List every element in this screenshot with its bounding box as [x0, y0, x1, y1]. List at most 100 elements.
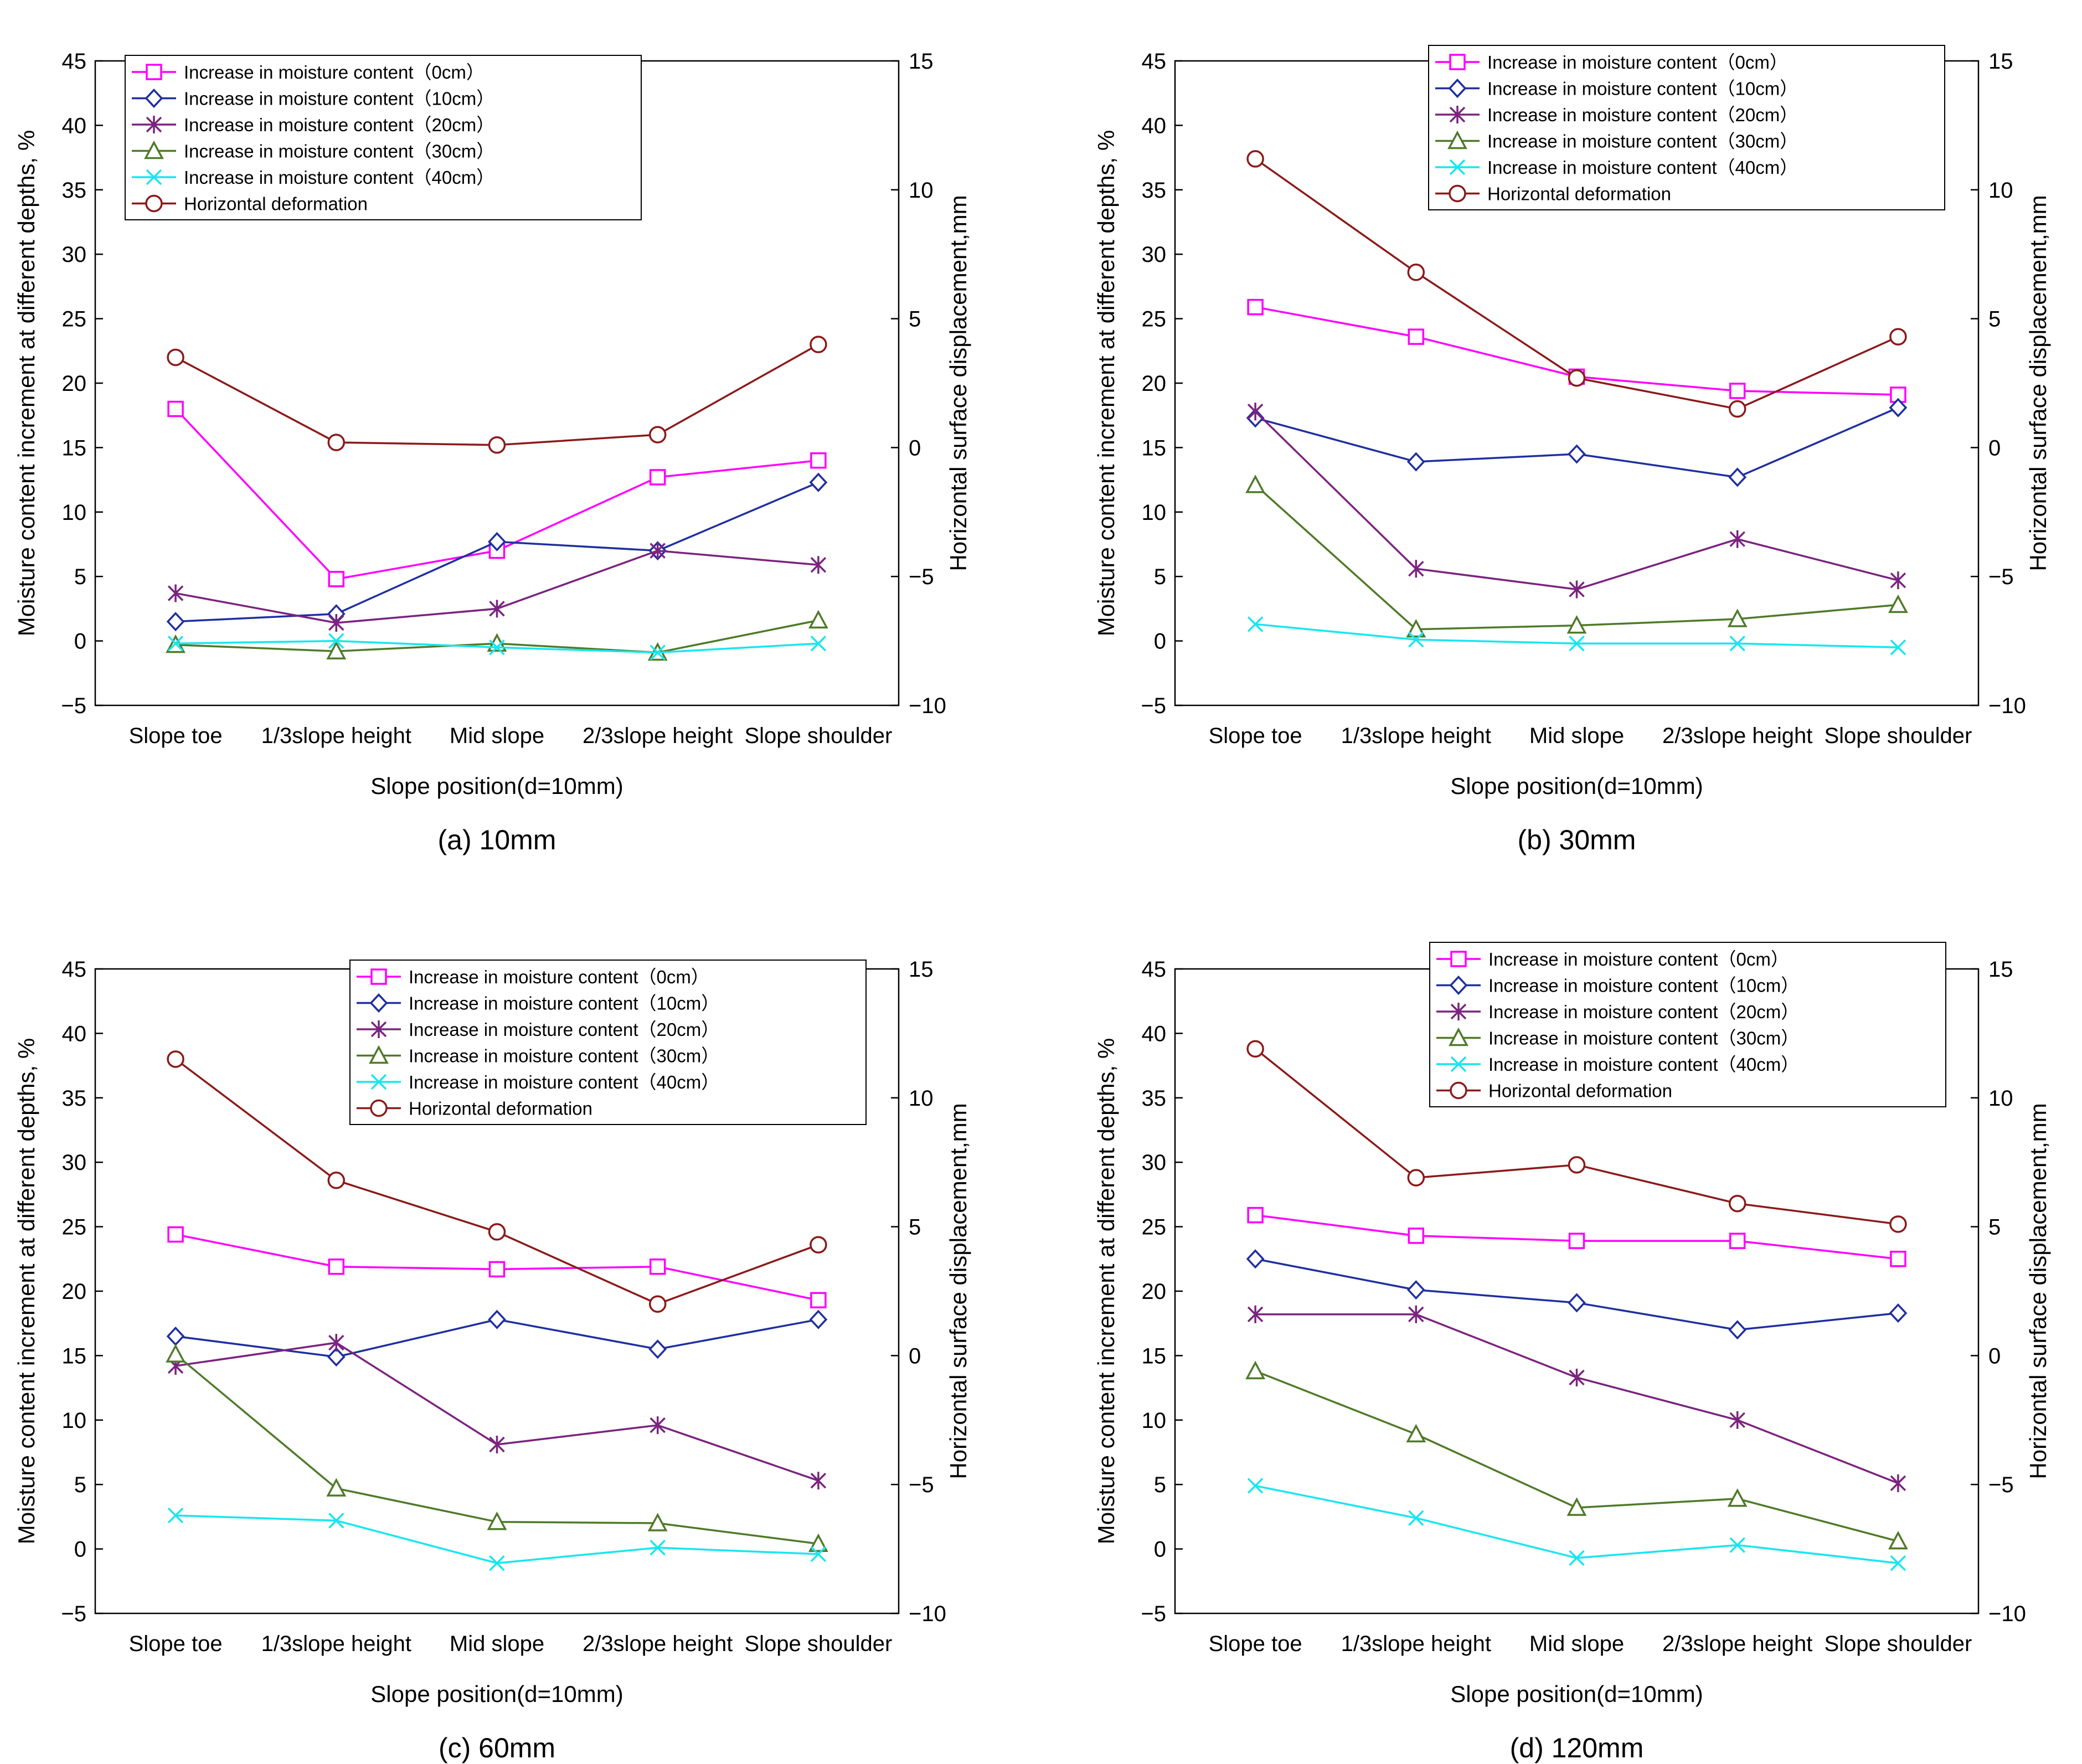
data-point-m40 — [650, 1540, 666, 1556]
data-point-m40 — [167, 636, 184, 652]
x-category-label: Mid slope — [1529, 724, 1624, 748]
legend-entry-label: Increase in moisture content（30cm） — [1488, 1028, 1799, 1049]
legend-entry-label: Increase in moisture content（10cm） — [1487, 79, 1798, 99]
y-right-tick-label: 0 — [909, 436, 921, 460]
legend-marker-m40 — [1449, 159, 1466, 176]
data-point-m40 — [1247, 616, 1264, 632]
legend-marker-m0 — [146, 64, 162, 80]
data-point-m40 — [1569, 1550, 1585, 1566]
legend-marker-m30 — [369, 1045, 389, 1064]
y-right-tick-label: −5 — [1988, 1473, 2014, 1497]
legend-entry-label: Increase in moisture content（0cm） — [1488, 949, 1789, 969]
y-left-tick-label: 45 — [62, 957, 87, 982]
legend-entry-label: Horizontal deformation — [1488, 1081, 1672, 1101]
x-axis-title: Slope position(d=10mm) — [370, 1681, 623, 1707]
data-point-hd — [327, 1172, 346, 1189]
legend-entry-label: Horizontal deformation — [409, 1098, 592, 1119]
y-right-tick-label: −5 — [1988, 565, 2014, 589]
legend-marker-m20 — [1449, 106, 1466, 123]
y-left-tick-label: 15 — [62, 436, 87, 460]
y-left-tick-label: 30 — [1142, 243, 1167, 267]
legend-marker-m10 — [369, 993, 388, 1013]
legend-marker-hd — [370, 1099, 388, 1117]
data-point-m20 — [1569, 1368, 1585, 1386]
x-axis-title: Slope position(d=10mm) — [370, 773, 623, 799]
data-point-hd — [488, 436, 506, 454]
data-point-m20 — [489, 1436, 505, 1454]
data-point-hd — [648, 1295, 667, 1313]
y-left-axis-title: Moisture content increment at different … — [1093, 1038, 1119, 1544]
data-point-m30 — [1566, 615, 1587, 634]
data-point-m40 — [328, 633, 344, 649]
legend-entry-label: Increase in moisture content（20cm） — [184, 115, 494, 135]
y-left-tick-label: 0 — [1154, 1538, 1166, 1562]
data-point-m20 — [1729, 530, 1745, 548]
legend-marker-m40 — [370, 1074, 387, 1090]
data-point-m0 — [1729, 1232, 1746, 1249]
data-point-m0 — [1729, 383, 1746, 399]
data-point-m0 — [1247, 298, 1264, 316]
y-left-tick-label: 30 — [62, 243, 87, 267]
y-right-axis-title: Horizontal surface displacement,mm — [945, 1103, 971, 1479]
y-left-tick-label: 10 — [1142, 1409, 1167, 1433]
y-left-tick-label: −5 — [61, 1602, 86, 1626]
data-point-hd — [1728, 400, 1746, 418]
legend-entry-label: Increase in moisture content（40cm） — [184, 167, 494, 188]
x-category-label: 2/3slope height — [583, 1632, 733, 1656]
data-point-m40 — [1247, 1478, 1264, 1494]
data-point-hd — [1889, 1215, 1907, 1233]
legend-marker-m10 — [145, 88, 163, 109]
data-point-m30 — [647, 1513, 668, 1531]
chart-panel: −5 0 5 10 15 20 25 30 35 40 45 −10 −5 0 5 10 15 Slope toe… — [13, 49, 971, 855]
data-point-hd — [1246, 1040, 1264, 1058]
legend-marker-m20 — [1450, 1003, 1467, 1020]
data-point-m10 — [1889, 1303, 1908, 1323]
y-right-tick-label: 15 — [1988, 957, 2013, 982]
legend-entry-label: Increase in moisture content（20cm） — [1488, 1002, 1799, 1022]
data-point-m30 — [166, 1344, 186, 1363]
y-right-tick-label: −10 — [1988, 694, 2026, 718]
y-left-tick-label: 25 — [62, 307, 87, 332]
data-point-m20 — [489, 600, 505, 618]
data-point-m20 — [1569, 580, 1585, 599]
y-left-tick-label: 35 — [62, 178, 87, 203]
legend-entry-label: Increase in moisture content（0cm） — [409, 967, 709, 987]
y-left-tick-label: −5 — [1141, 1602, 1166, 1626]
data-point-m20 — [1247, 403, 1264, 421]
data-point-m0 — [328, 571, 345, 587]
legend-entry-label: Increase in moisture content（40cm） — [409, 1072, 719, 1092]
y-left-tick-label: 25 — [1142, 1215, 1167, 1240]
y-right-tick-label: 5 — [909, 1215, 921, 1240]
data-point-m0 — [328, 1258, 345, 1275]
data-point-m30 — [1245, 1360, 1266, 1380]
data-point-m30 — [326, 1478, 347, 1497]
legend-entry-label: Horizontal deformation — [184, 194, 368, 214]
x-category-label: 2/3slope height — [1662, 724, 1812, 748]
data-point-m10 — [488, 1309, 506, 1329]
y-left-tick-label: 5 — [74, 565, 86, 589]
y-left-tick-label: 35 — [1142, 178, 1167, 203]
data-point-m10 — [1728, 1320, 1747, 1340]
legend-marker-m30 — [1449, 1027, 1468, 1046]
legend-marker-m0 — [1449, 54, 1466, 70]
data-point-m40 — [1890, 1555, 1906, 1571]
legend-marker-m40 — [146, 169, 162, 185]
data-point-m0 — [649, 469, 666, 486]
data-point-hd — [810, 1236, 827, 1254]
y-left-tick-label: 20 — [62, 372, 87, 396]
legend-entry-label: Increase in moisture content（40cm） — [1488, 1054, 1799, 1075]
data-point-m40 — [810, 1546, 827, 1562]
y-left-tick-label: 20 — [1142, 372, 1167, 396]
y-right-tick-label: 5 — [1988, 1215, 2001, 1240]
data-point-m30 — [1406, 618, 1426, 638]
data-point-hd — [327, 434, 346, 451]
y-left-tick-label: 5 — [1154, 1473, 1166, 1497]
y-right-tick-label: 15 — [909, 957, 934, 982]
data-point-m20 — [1247, 1305, 1264, 1323]
x-category-label: Mid slope — [450, 724, 544, 748]
chart-panel: −5 0 5 10 15 20 25 30 35 40 45 −10 −5 0 5 10 15 Slope toe… — [13, 957, 971, 1763]
data-point-m10 — [1568, 444, 1586, 464]
data-point-m30 — [1566, 1497, 1587, 1516]
legend-marker-m10 — [1449, 975, 1468, 996]
